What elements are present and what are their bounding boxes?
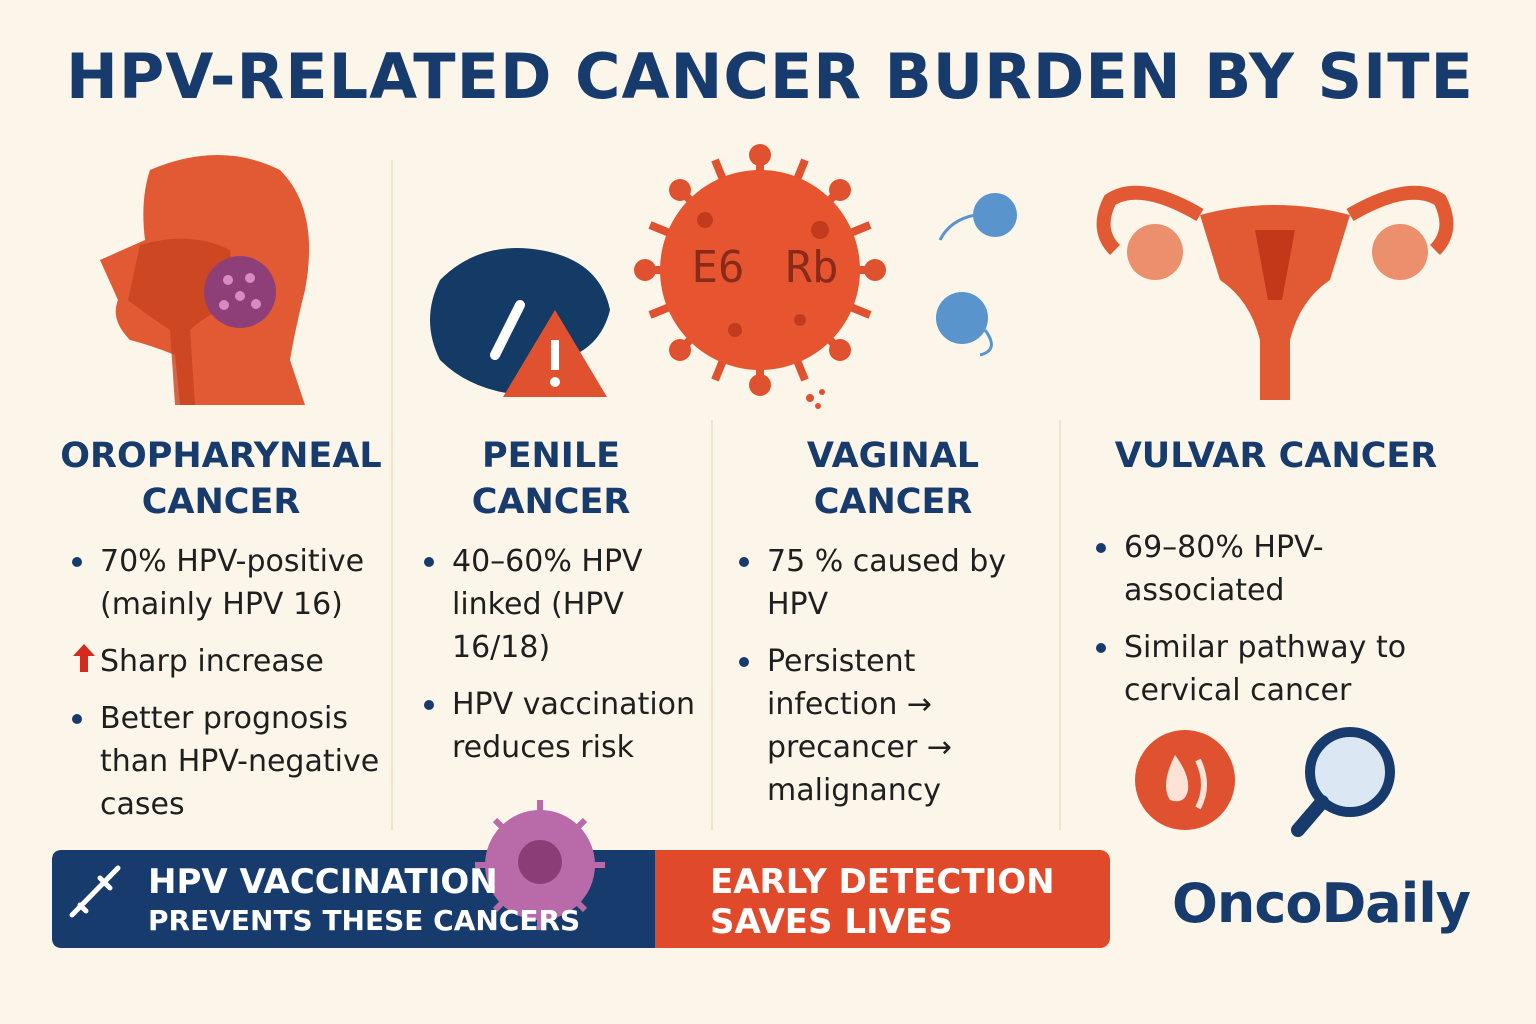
title: HPV-RELATED CANCER BURDEN BY SITE [66,40,1474,113]
bullet-list: 75 % caused by HPV Persistent infection … [735,540,1025,826]
section-title: OROPHARYNEAL CANCER [60,436,382,522]
bullet: Persistent infection → precancer → malig… [735,640,1025,812]
dividers [391,160,1061,830]
bullet: HPV vaccination reduces risk [420,683,710,769]
increase-arrow [73,644,95,672]
section: VAGINAL CANCER [760,433,1026,525]
bacteria-icons [936,193,1017,357]
section: OROPHARYNEAL CANCER [60,433,382,525]
section: VULVAR CANCER [1090,433,1462,479]
bullet: 70% HPV-positive (mainly HPV 16) [68,540,388,626]
bullet: 40–60% HPV linked (HPV 16/18) [420,540,710,669]
section-title: PENILE CANCER [471,436,631,522]
bullet-list: 69–80% HPV-associated Similar pathway to… [1092,526,1462,726]
bullet: Better prognosis than HPV-negative cases [68,697,388,826]
uterus-icon [1096,185,1454,400]
virus-label: E6 [692,242,745,293]
bullet: 75 % caused by HPV [735,540,1025,626]
banner-text: HPV VACCINATION [148,862,498,902]
bullet: 69–80% HPV-associated [1092,526,1462,612]
banner [52,800,1110,948]
section-title: VULVAR CANCER [1114,436,1438,476]
banner-text: PREVENTS THESE CANCERS [148,904,581,937]
bullet-list: 40–60% HPV linked (HPV 16/18) HPV vaccin… [420,540,710,783]
logo: OncoDaily [1172,872,1471,935]
penile-icon [430,248,610,397]
virus-label: Rb [786,242,839,293]
bullet: Similar pathway to cervical cancer [1092,626,1462,712]
virus-icon: E6 Rb [634,144,886,409]
detection-icons [1135,727,1395,837]
bullet-list: 70% HPV-positive (mainly HPV 16) Sharp i… [68,540,388,840]
banner-text: EARLY DETECTION [710,862,1055,902]
section: PENILE CANCER [420,433,682,525]
bullet: Sharp increase [100,644,324,679]
banner-text: SAVES LIVES [710,902,953,942]
head-icon [100,155,310,405]
purple-virus [475,800,605,930]
section-title: VAGINAL CANCER [806,436,980,522]
